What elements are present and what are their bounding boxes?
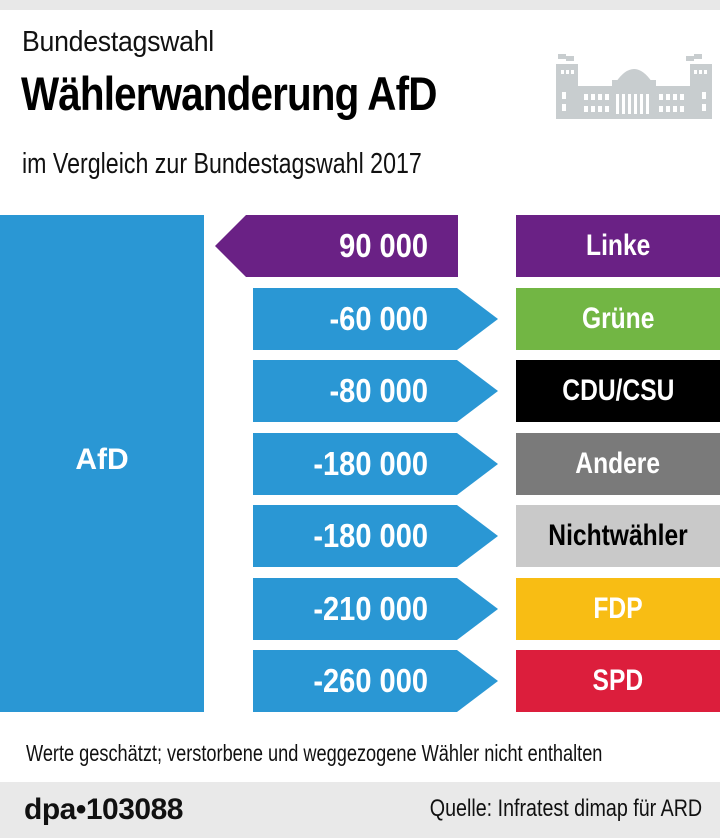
footer-bar	[0, 782, 720, 838]
arrow-right-icon	[253, 578, 498, 640]
footnote: Werte geschätzt; verstorbene und weggezo…	[26, 740, 603, 766]
party-box-andere: Andere	[516, 433, 720, 495]
arrow-right-icon	[253, 650, 498, 712]
flow-value: -60 000	[329, 300, 428, 337]
afd-source-block	[0, 215, 204, 712]
afd-label: AfD	[75, 443, 129, 476]
flow-value: -180 000	[313, 445, 428, 482]
party-box-nichtwaehler: Nichtwähler	[516, 505, 720, 567]
party-box-linke: Linke	[516, 215, 720, 277]
party-box-gruene: Grüne	[516, 288, 720, 350]
flow-value: -180 000	[313, 517, 428, 554]
reichstag-building-icon	[554, 52, 714, 122]
source-credit: Quelle: Infratest dimap für ARD	[429, 795, 702, 822]
kicker: Bundestagswahl	[22, 26, 214, 58]
arrow-right-icon	[253, 505, 498, 567]
flow-row-cdu-csu: -80 000 CDU/CSU	[0, 360, 720, 422]
flow-value: -210 000	[313, 590, 428, 627]
flow-row-gruene: -60 000 Grüne	[0, 288, 720, 350]
arrow-right-icon	[253, 288, 498, 350]
party-box-cdu-csu: CDU/CSU	[516, 360, 720, 422]
flow-row-nichtwaehler: -180 000 Nichtwähler	[0, 505, 720, 567]
flow-row-linke: 90 000 Linke	[0, 215, 720, 277]
flow-row-andere: -180 000 Andere	[0, 433, 720, 495]
party-box-fdp: FDP	[516, 578, 720, 640]
flow-value: -80 000	[329, 372, 428, 409]
subtitle: im Vergleich zur Bundestagswahl 2017	[22, 148, 422, 180]
arrow-right-icon	[253, 360, 498, 422]
page-title: Wählerwanderung AfD	[21, 67, 437, 120]
arrow-right-icon	[253, 433, 498, 495]
party-box-spd: SPD	[516, 650, 720, 712]
flow-value: -260 000	[313, 662, 428, 699]
arrow-left-icon	[215, 215, 458, 277]
flow-row-spd: -260 000 SPD	[0, 650, 720, 712]
top-bar	[0, 0, 720, 10]
flow-row-fdp: -210 000 FDP	[0, 578, 720, 640]
dpa-graphic-id: dpa•103088	[24, 793, 183, 826]
flow-value: 90 000	[339, 227, 428, 264]
